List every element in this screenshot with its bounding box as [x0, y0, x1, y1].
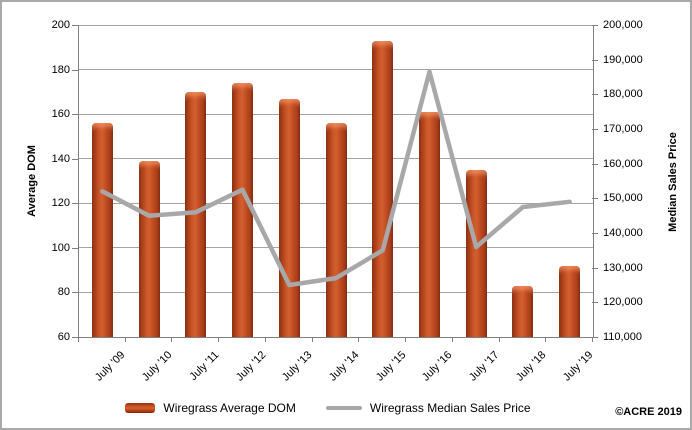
x-axis-label: July '13: [280, 349, 315, 384]
right-axis-tick-mark: [592, 198, 598, 200]
bar-july-14: [325, 123, 347, 337]
x-axis-tick-mark: [592, 337, 593, 342]
right-axis-tick-label: 110,000: [603, 331, 642, 343]
bar-series-swatch-icon: [125, 403, 156, 413]
right-axis-tick-label: 170,000: [603, 123, 643, 135]
legend-label-average-dom: Wiregrass Average DOM: [163, 401, 296, 415]
bar-july-16: [418, 111, 440, 337]
left-axis-tick-mark: [72, 203, 78, 205]
x-axis-label: July '15: [373, 349, 409, 384]
right-axis-tick-mark: [592, 94, 598, 96]
bar-july-19: [559, 265, 581, 337]
x-axis-tick-mark: [311, 337, 313, 342]
x-axis-label: July '18: [513, 349, 549, 384]
right-axis-tick-mark: [592, 25, 598, 26]
left-axis-tick-label: 120: [51, 197, 70, 210]
left-axis-tick-mark: [72, 69, 78, 71]
median-price-line: [100, 69, 572, 288]
plot-area: [78, 24, 594, 338]
left-axis-tick-label: 100: [51, 241, 70, 254]
right-axis-tick-mark: [592, 302, 598, 304]
left-axis-tick-label: 80: [57, 286, 70, 299]
line-series-swatch-icon: [325, 406, 362, 410]
x-axis-tick-mark: [218, 337, 220, 342]
copyright-credit: ©ACRE 2019: [615, 406, 682, 418]
bar-july-09: [91, 123, 113, 337]
right-axis-tick-mark: [592, 267, 598, 269]
x-axis-tick-mark: [405, 337, 407, 342]
left-axis-tick-mark: [72, 247, 78, 249]
right-axis-tick-label: 130,000: [603, 261, 643, 274]
x-axis-tick-mark: [545, 337, 547, 342]
right-axis-tick-label: 160,000: [603, 157, 643, 170]
bar-july-15: [372, 40, 394, 337]
legend-label-median-sales-price: Wiregrass Median Sales Price: [369, 401, 531, 415]
legend: Wiregrass Average DOM Wiregrass Median S…: [2, 401, 654, 415]
bar-july-17: [465, 169, 487, 337]
x-axis-tick-mark: [451, 337, 453, 342]
x-axis-tick-mark: [498, 337, 500, 342]
left-axis-tick-label: 160: [51, 108, 70, 121]
left-axis-tick-label: 200: [51, 19, 70, 31]
right-axis-tick-mark: [592, 59, 598, 61]
x-axis-tick-mark: [124, 337, 126, 342]
right-axis-tick-mark: [592, 233, 598, 234]
left-axis-tick-mark: [72, 25, 78, 26]
left-axis-tick-label: 60: [57, 331, 70, 343]
left-axis-tick-label: 180: [51, 63, 70, 76]
x-axis-label: July '11: [187, 349, 222, 384]
right-axis-tick-label: 140,000: [603, 227, 643, 239]
right-axis-title: Median Sales Price: [667, 132, 679, 232]
bar-july-18: [512, 285, 534, 337]
right-axis-tick-label: 150,000: [603, 192, 643, 205]
bar-july-10: [138, 160, 160, 337]
left-axis-tick-mark: [72, 292, 78, 294]
left-axis-tick-mark: [72, 158, 78, 160]
right-axis-tick-label: 190,000: [603, 53, 643, 66]
bar-july-12: [232, 82, 254, 337]
x-axis-label: July '10: [139, 349, 175, 384]
right-axis-tick-label: 200,000: [603, 19, 643, 31]
right-axis-tick-label: 120,000: [603, 296, 643, 309]
gridline: [79, 69, 593, 71]
right-axis-tick-label: 180,000: [603, 88, 643, 101]
x-axis-tick-mark: [171, 337, 173, 342]
x-axis-tick-mark: [358, 337, 360, 342]
right-axis-tick-mark: [592, 337, 598, 338]
gridline: [79, 113, 593, 115]
right-axis-tick-mark: [592, 129, 598, 130]
gridline: [79, 24, 593, 26]
x-axis-label: July '17: [467, 349, 502, 384]
x-axis-label: July '14: [326, 349, 362, 384]
x-axis-label: July '16: [420, 349, 455, 384]
x-axis-label: July '12: [233, 349, 269, 384]
x-axis-tick-mark: [78, 337, 79, 342]
x-axis-tick-mark: [264, 337, 266, 342]
x-axis-label: July '19: [560, 349, 596, 384]
left-axis-tick-mark: [72, 337, 78, 338]
x-axis-label: July '09: [93, 349, 128, 384]
right-axis-tick-mark: [592, 163, 598, 165]
left-axis-tick-mark: [72, 114, 78, 116]
left-axis-tick-label: 140: [51, 152, 70, 165]
